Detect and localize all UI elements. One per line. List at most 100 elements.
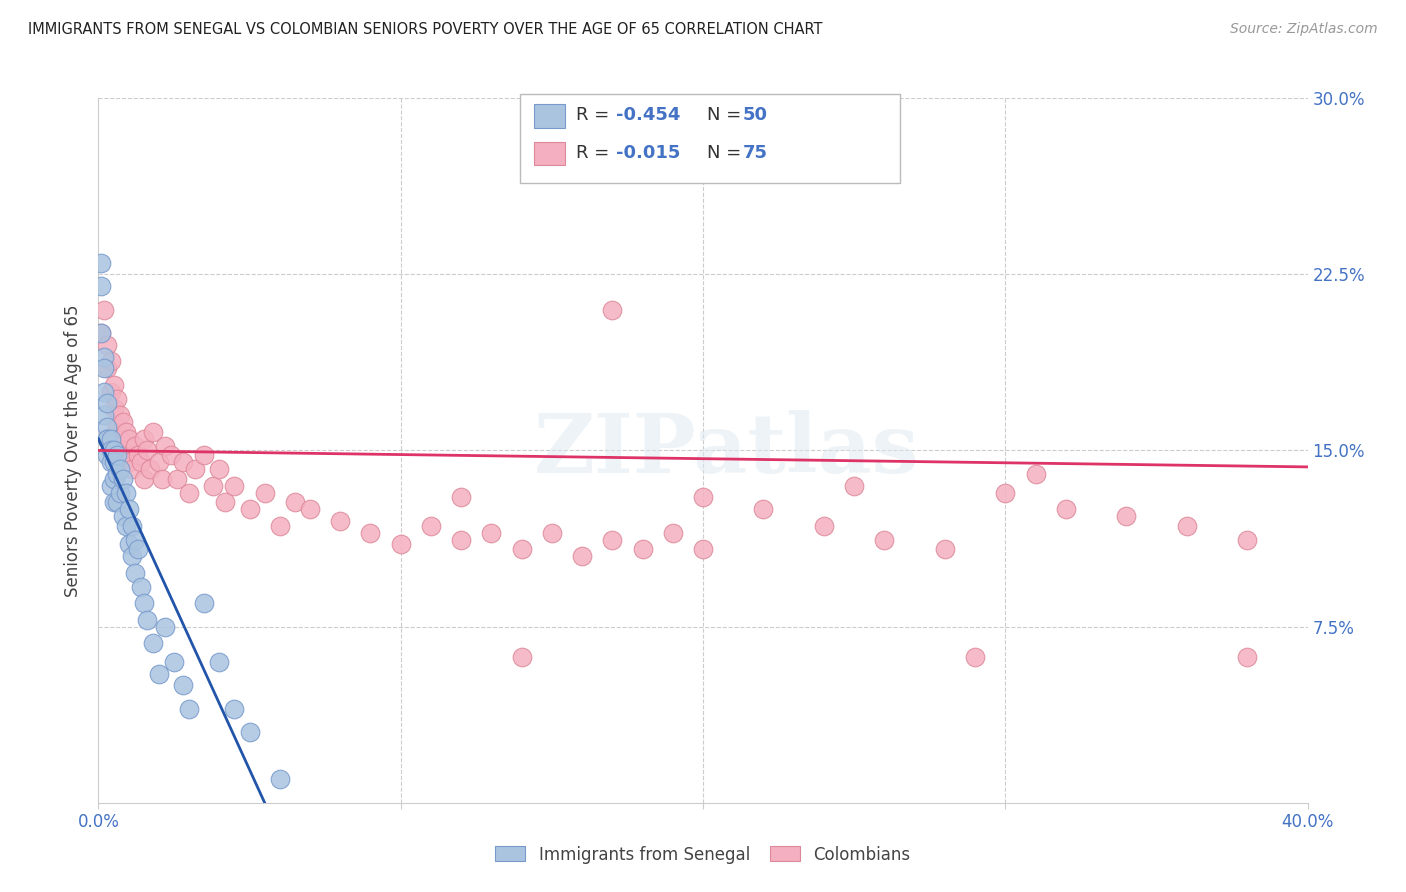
- Point: [148, 455, 170, 469]
- Point: [602, 533, 624, 547]
- Point: [1115, 509, 1137, 524]
- Point: [813, 518, 835, 533]
- Text: -0.015: -0.015: [616, 144, 681, 161]
- Point: [111, 415, 134, 429]
- Point: [105, 448, 128, 462]
- Point: [631, 542, 654, 557]
- Point: [873, 533, 896, 547]
- Point: [121, 518, 143, 533]
- Point: [129, 580, 152, 594]
- Point: [108, 485, 131, 500]
- Point: [166, 472, 188, 486]
- Point: [965, 650, 987, 665]
- Point: [118, 432, 141, 446]
- Point: [96, 361, 118, 376]
- Point: [100, 432, 122, 446]
- Point: [510, 542, 533, 557]
- Point: [269, 772, 291, 787]
- Text: IMMIGRANTS FROM SENEGAL VS COLOMBIAN SENIORS POVERTY OVER THE AGE OF 65 CORRELAT: IMMIGRANTS FROM SENEGAL VS COLOMBIAN SEN…: [28, 22, 823, 37]
- Text: 50: 50: [742, 106, 768, 124]
- Point: [389, 537, 412, 551]
- Point: [105, 495, 128, 509]
- Point: [160, 448, 183, 462]
- Point: [202, 478, 225, 492]
- Y-axis label: Seniors Poverty Over the Age of 65: Seniors Poverty Over the Age of 65: [65, 304, 83, 597]
- Point: [90, 255, 112, 269]
- Point: [481, 525, 503, 540]
- Point: [103, 472, 125, 486]
- Point: [114, 518, 136, 533]
- Point: [105, 467, 128, 481]
- Point: [93, 302, 115, 317]
- Point: [124, 566, 146, 580]
- Point: [96, 432, 118, 446]
- Point: [124, 533, 146, 547]
- Point: [135, 443, 157, 458]
- Point: [602, 302, 624, 317]
- Point: [420, 518, 443, 533]
- Point: [1175, 518, 1198, 533]
- Point: [129, 455, 152, 469]
- Point: [96, 448, 118, 462]
- Point: [90, 326, 112, 340]
- Point: [224, 478, 246, 492]
- Point: [184, 462, 207, 476]
- Point: [103, 443, 125, 458]
- Point: [163, 655, 186, 669]
- Point: [540, 525, 562, 540]
- Point: [934, 542, 956, 557]
- Point: [111, 443, 134, 458]
- Point: [93, 350, 115, 364]
- Point: [114, 448, 136, 462]
- Point: [153, 439, 176, 453]
- Point: [90, 326, 112, 340]
- Point: [114, 485, 136, 500]
- Point: [118, 455, 141, 469]
- Point: [93, 361, 115, 376]
- Point: [150, 472, 173, 486]
- Point: [127, 542, 149, 557]
- Point: [100, 384, 122, 399]
- Point: [510, 650, 533, 665]
- Point: [103, 401, 125, 416]
- Point: [132, 472, 155, 486]
- Point: [111, 472, 134, 486]
- Point: [450, 533, 472, 547]
- Point: [139, 462, 162, 476]
- Point: [253, 485, 276, 500]
- Point: [239, 502, 262, 516]
- Point: [108, 408, 131, 422]
- Point: [93, 384, 115, 399]
- Point: [96, 396, 118, 410]
- Point: [1024, 467, 1046, 481]
- Point: [224, 702, 246, 716]
- Point: [616, 150, 638, 164]
- Point: [96, 432, 118, 446]
- Point: [193, 448, 215, 462]
- Point: [121, 462, 143, 476]
- Point: [103, 455, 125, 469]
- Point: [118, 537, 141, 551]
- Point: [132, 596, 155, 610]
- Point: [172, 678, 194, 692]
- Point: [142, 636, 165, 650]
- Point: [100, 478, 122, 492]
- Point: [193, 596, 215, 610]
- Point: [1236, 533, 1258, 547]
- Point: [100, 354, 122, 368]
- Point: [208, 462, 231, 476]
- Point: [269, 518, 291, 533]
- Text: 75: 75: [742, 144, 768, 161]
- Point: [172, 455, 194, 469]
- Point: [132, 432, 155, 446]
- Point: [179, 485, 201, 500]
- Point: [239, 725, 262, 739]
- Point: [329, 514, 352, 528]
- Point: [90, 279, 112, 293]
- Text: -0.454: -0.454: [616, 106, 681, 124]
- Text: R =: R =: [576, 144, 616, 161]
- Text: ZIPatlas: ZIPatlas: [534, 410, 920, 491]
- Point: [844, 478, 866, 492]
- Point: [108, 432, 131, 446]
- Text: N =: N =: [707, 106, 747, 124]
